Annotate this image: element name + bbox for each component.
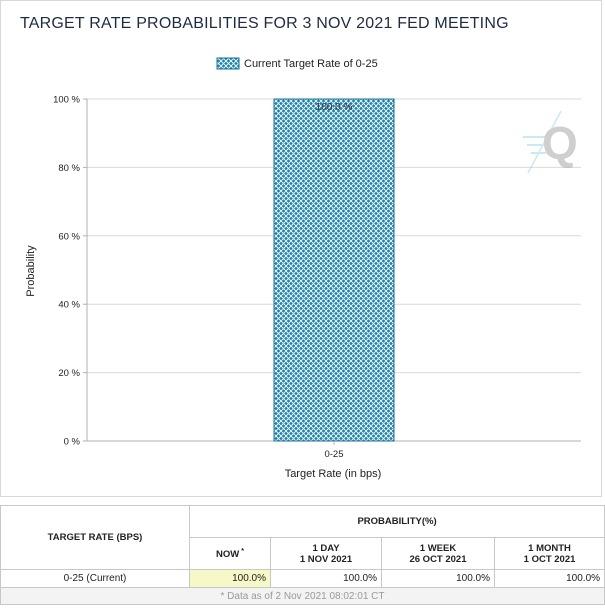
row-month-value: 100.0% xyxy=(493,569,605,588)
legend[interactable]: Current Target Rate of 0-25 xyxy=(216,57,378,70)
probability-header: PROBABILITY(%) xyxy=(188,505,605,538)
table-row: 0-25 (Current) 100.0% 100.0% 100.0% 100.… xyxy=(0,569,605,588)
chart-panel: TARGET RATE PROBABILITIES FOR 3 NOV 2021… xyxy=(0,0,602,497)
bar-chart: 0 % 20 % 40 % 60 % 80 % 100 % 100.0 % 0-25 Cu… xyxy=(25,57,581,480)
legend-swatch xyxy=(216,57,240,70)
bar-data-label: 100.0 % xyxy=(316,102,353,113)
footnote: * Data as of 2 Nov 2021 08:02:01 CT xyxy=(0,587,605,605)
row-week-value: 100.0% xyxy=(381,569,495,588)
svg-text:Q: Q xyxy=(542,117,578,169)
row-now-value: 100.0% xyxy=(189,569,271,588)
now-header: NOW * xyxy=(189,537,271,570)
x-axis-label: Target Rate (in bps) xyxy=(285,468,382,480)
bars: 100.0 % xyxy=(273,98,395,442)
rate-header: TARGET RATE (BPS) xyxy=(0,505,190,570)
legend-label: Current Target Rate of 0-25 xyxy=(244,58,378,70)
y-axis-label: Probability xyxy=(25,245,37,297)
y-tick-label: 40 % xyxy=(58,300,80,311)
y-tick-label: 100 % xyxy=(53,95,80,106)
row-rate: 0-25 (Current) xyxy=(0,569,190,588)
y-tick-label: 80 % xyxy=(58,163,80,174)
now-marker: * xyxy=(241,548,244,556)
x-tick-label: 0-25 xyxy=(324,449,343,460)
one-week-header: 1 WEEK 26 OCT 2021 xyxy=(381,537,495,570)
chart-title: TARGET RATE PROBABILITIES FOR 3 NOV 2021… xyxy=(20,15,509,32)
row-day-value: 100.0% xyxy=(270,569,382,588)
one-day-header: 1 DAY 1 NOV 2021 xyxy=(270,537,382,570)
y-tick-label: 20 % xyxy=(58,368,80,379)
probability-table: TARGET RATE (BPS) PROBABILITY(%) NOW * 1 … xyxy=(0,505,605,605)
q-logo-icon: Q xyxy=(523,110,578,174)
bar-0-25 xyxy=(273,98,395,442)
x-axis-ticks: 0-25 xyxy=(324,441,344,460)
y-tick-label: 0 % xyxy=(64,437,81,448)
one-month-header: 1 MONTH 1 OCT 2021 xyxy=(493,537,605,570)
y-tick-label: 60 % xyxy=(58,231,80,242)
y-axis-ticks: 0 % 20 % 40 % 60 % 80 % 100 % xyxy=(53,95,87,448)
